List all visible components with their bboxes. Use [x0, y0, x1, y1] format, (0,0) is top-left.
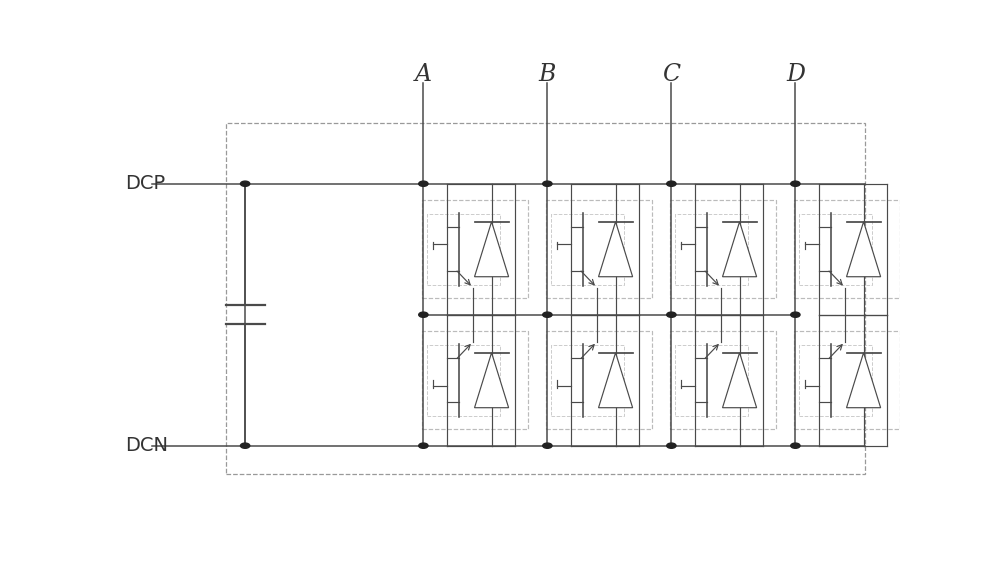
- Text: B: B: [539, 63, 556, 86]
- Bar: [675, 345, 748, 416]
- Circle shape: [419, 181, 428, 187]
- Circle shape: [240, 443, 250, 448]
- Text: A: A: [415, 63, 432, 86]
- Circle shape: [667, 181, 676, 187]
- Bar: [799, 345, 872, 416]
- Circle shape: [419, 443, 428, 448]
- Polygon shape: [847, 222, 881, 277]
- Bar: [427, 214, 500, 285]
- Text: D: D: [786, 63, 805, 86]
- Bar: [422, 200, 528, 298]
- Text: DCP: DCP: [125, 174, 165, 193]
- Circle shape: [667, 443, 676, 448]
- Polygon shape: [599, 353, 633, 408]
- Circle shape: [667, 312, 676, 318]
- Bar: [546, 200, 652, 298]
- Circle shape: [419, 312, 428, 318]
- Circle shape: [240, 181, 250, 187]
- Polygon shape: [475, 353, 509, 408]
- Bar: [427, 345, 500, 416]
- Bar: [422, 331, 528, 429]
- Circle shape: [543, 181, 552, 187]
- Circle shape: [791, 443, 800, 448]
- Bar: [670, 331, 776, 429]
- Polygon shape: [475, 222, 509, 277]
- Polygon shape: [599, 222, 633, 277]
- Circle shape: [791, 181, 800, 187]
- Text: DCN: DCN: [125, 436, 168, 455]
- Circle shape: [543, 443, 552, 448]
- Bar: [226, 122, 865, 474]
- Bar: [546, 331, 652, 429]
- Bar: [670, 200, 776, 298]
- Text: C: C: [662, 63, 680, 86]
- Bar: [551, 214, 624, 285]
- Circle shape: [791, 312, 800, 318]
- Bar: [794, 200, 900, 298]
- Polygon shape: [723, 222, 757, 277]
- Bar: [551, 345, 624, 416]
- Polygon shape: [723, 353, 757, 408]
- Circle shape: [543, 312, 552, 318]
- Bar: [675, 214, 748, 285]
- Bar: [799, 214, 872, 285]
- Polygon shape: [847, 353, 881, 408]
- Bar: [794, 331, 900, 429]
